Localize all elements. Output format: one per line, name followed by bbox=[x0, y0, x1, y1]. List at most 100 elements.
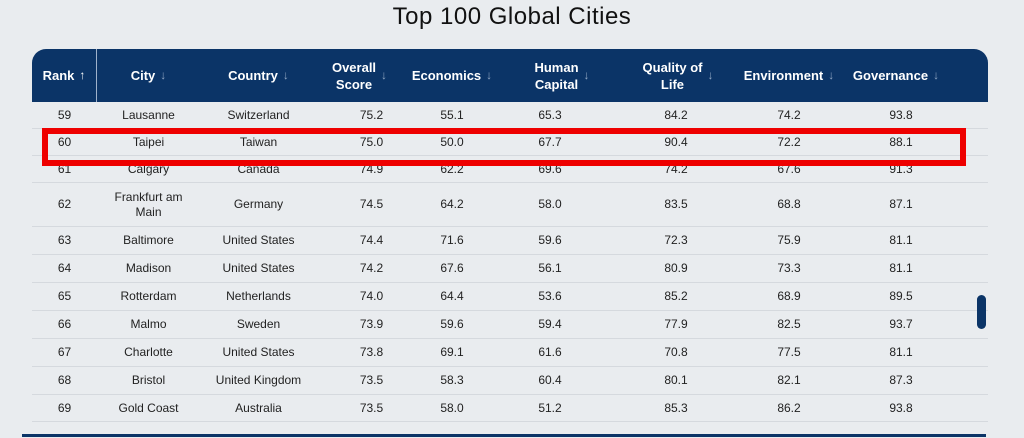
cell-gov: 93.8 bbox=[889, 107, 913, 122]
cell-human: 67.7 bbox=[538, 134, 562, 149]
column-header-label-line: Capital bbox=[534, 76, 579, 92]
cell-country: United States bbox=[222, 345, 295, 359]
cell-city: Madison bbox=[125, 261, 172, 275]
column-header-econ[interactable]: Economics ↓ bbox=[402, 49, 502, 102]
table-row[interactable]: 59 Lausanne Switzerland 75.2 55.1 65.3 84.2 74.… bbox=[32, 102, 988, 129]
cell-econ: 58.0 bbox=[440, 400, 464, 415]
column-header-label: Quality of Life bbox=[643, 59, 703, 93]
cell-human: 59.6 bbox=[538, 233, 562, 247]
sort-down-arrow-icon: ↓ bbox=[707, 68, 714, 82]
column-header-label-line: Quality of bbox=[642, 59, 703, 75]
cell-rank: 62 bbox=[57, 197, 72, 211]
cell-gov: 81.1 bbox=[889, 261, 913, 275]
cell-country: Australia bbox=[235, 400, 282, 415]
sort-up-arrow-icon: ↑ bbox=[79, 68, 86, 82]
cell-qol: 74.2 bbox=[664, 161, 688, 176]
cell-qol: 85.2 bbox=[664, 289, 688, 303]
cell-human: 56.1 bbox=[538, 261, 562, 275]
cell-overall: 75.2 bbox=[359, 107, 384, 122]
cell-rank: 67 bbox=[57, 345, 72, 359]
column-header-label: Economics bbox=[412, 67, 481, 84]
column-header-label-line: Rank bbox=[42, 68, 75, 83]
cell-rank: 63 bbox=[57, 233, 72, 247]
cell-rank: 69 bbox=[57, 400, 72, 415]
column-header-label-line: Economics bbox=[411, 68, 482, 83]
table-row[interactable]: 66 Malmo Sweden 73.9 59.6 59.4 77.9 82.5 93.7 bbox=[32, 311, 988, 339]
cell-city: Bristol bbox=[131, 373, 166, 387]
cell-gov: 93.8 bbox=[889, 400, 913, 415]
column-header-env[interactable]: Environment ↓ bbox=[734, 49, 844, 102]
cell-city: Baltimore bbox=[123, 233, 174, 247]
cell-qol: 80.1 bbox=[664, 373, 688, 387]
column-header-label-line: City bbox=[130, 68, 156, 83]
cell-human: 59.4 bbox=[538, 317, 562, 331]
cell-overall: 75.0 bbox=[359, 134, 384, 149]
table-row[interactable]: 60 Taipei Taiwan 75.0 50.0 67.7 90.4 72.2 88.1 bbox=[32, 129, 988, 156]
scrollbar-thumb[interactable] bbox=[977, 295, 986, 329]
column-header-label-line: Country bbox=[228, 68, 278, 83]
cell-rank: 66 bbox=[57, 317, 72, 331]
cell-gov: 81.1 bbox=[889, 233, 913, 247]
table-row[interactable]: 61 Calgary Canada 74.9 62.2 69.6 74.2 67.6 91.3 bbox=[32, 156, 988, 183]
table-row[interactable]: 68 Bristol United Kingdom 73.5 58.3 60.4 80.1 8… bbox=[32, 367, 988, 395]
column-header-label-line: Governance bbox=[852, 68, 929, 83]
cell-qol: 85.3 bbox=[664, 400, 688, 415]
table-row[interactable]: 65 Rotterdam Netherlands 74.0 64.4 53.6 85.2 68… bbox=[32, 283, 988, 311]
cell-human: 65.3 bbox=[538, 107, 562, 122]
table-row[interactable]: 64 Madison United States 74.2 67.6 56.1 80.9 73… bbox=[32, 255, 988, 283]
column-header-label-line: Overall bbox=[331, 59, 377, 75]
cell-city: Taipei bbox=[132, 134, 165, 149]
cell-overall: 74.2 bbox=[359, 261, 384, 275]
column-header-human[interactable]: Human Capital ↓ bbox=[502, 49, 622, 102]
cell-city: Frankfurt am Main bbox=[114, 189, 183, 219]
column-header-label-line: Environment bbox=[743, 68, 824, 83]
column-header-country[interactable]: Country ↓ bbox=[200, 49, 317, 102]
column-header-label-line: Human bbox=[534, 59, 579, 75]
cell-rank: 61 bbox=[57, 161, 72, 176]
cell-country: Switzerland bbox=[227, 107, 290, 122]
cell-qol: 72.3 bbox=[664, 233, 688, 247]
cell-env: 73.3 bbox=[777, 261, 801, 275]
cell-human: 69.6 bbox=[538, 161, 562, 176]
cell-env: 86.2 bbox=[777, 400, 801, 415]
column-header-gov[interactable]: Governance ↓ bbox=[844, 49, 948, 102]
column-header-label: Overall Score bbox=[332, 59, 376, 93]
column-header-label: Governance bbox=[853, 67, 928, 84]
table-header: Rank ↑ City ↓ Country ↓ Overall Score ↓ Economics… bbox=[32, 49, 988, 102]
sort-down-arrow-icon: ↓ bbox=[828, 68, 835, 82]
cell-qol: 84.2 bbox=[664, 107, 688, 122]
cell-rank: 64 bbox=[57, 261, 72, 275]
column-header-city[interactable]: City ↓ bbox=[97, 49, 200, 102]
cell-human: 53.6 bbox=[538, 289, 562, 303]
column-header-qol[interactable]: Quality of Life ↓ bbox=[622, 49, 734, 102]
column-header-label: Rank bbox=[43, 67, 75, 84]
sort-down-arrow-icon: ↓ bbox=[933, 68, 940, 82]
column-header-rank[interactable]: Rank ↑ bbox=[32, 49, 97, 102]
cell-country: Canada bbox=[237, 161, 280, 176]
cell-gov: 93.7 bbox=[889, 317, 913, 331]
cell-econ: 64.2 bbox=[440, 197, 464, 211]
cell-env: 67.6 bbox=[777, 161, 801, 176]
page-title: Top 100 Global Cities bbox=[392, 3, 632, 30]
cell-rank: 68 bbox=[57, 373, 72, 387]
cell-env: 77.5 bbox=[777, 345, 801, 359]
cell-econ: 59.6 bbox=[440, 317, 464, 331]
cities-table: Rank ↑ City ↓ Country ↓ Overall Score ↓ Economics… bbox=[32, 49, 988, 422]
table-bottom-border bbox=[22, 434, 986, 437]
table-row[interactable]: 69 Gold Coast Australia 73.5 58.0 51.2 85.3 86.… bbox=[32, 395, 988, 422]
cell-overall: 74.0 bbox=[359, 289, 384, 303]
cell-gov: 91.3 bbox=[889, 161, 913, 176]
cell-qol: 70.8 bbox=[664, 345, 688, 359]
table-row[interactable]: 63 Baltimore United States 74.4 71.6 59.6 72.3… bbox=[32, 227, 988, 255]
cell-overall: 74.4 bbox=[359, 233, 384, 247]
table-row[interactable]: 62 Frankfurt am Main Germany 74.5 64.2 58.0 83… bbox=[32, 183, 988, 227]
column-header-overall[interactable]: Overall Score ↓ bbox=[317, 49, 402, 102]
cell-human: 61.6 bbox=[538, 345, 562, 359]
cell-gov: 89.5 bbox=[889, 289, 913, 303]
table-row[interactable]: 67 Charlotte United States 73.8 69.1 61.6 70.8… bbox=[32, 339, 988, 367]
cell-env: 82.5 bbox=[777, 317, 801, 331]
sort-down-arrow-icon: ↓ bbox=[486, 68, 493, 82]
cell-country: United States bbox=[222, 233, 295, 247]
cell-econ: 67.6 bbox=[440, 261, 464, 275]
cell-overall: 74.9 bbox=[359, 161, 384, 176]
